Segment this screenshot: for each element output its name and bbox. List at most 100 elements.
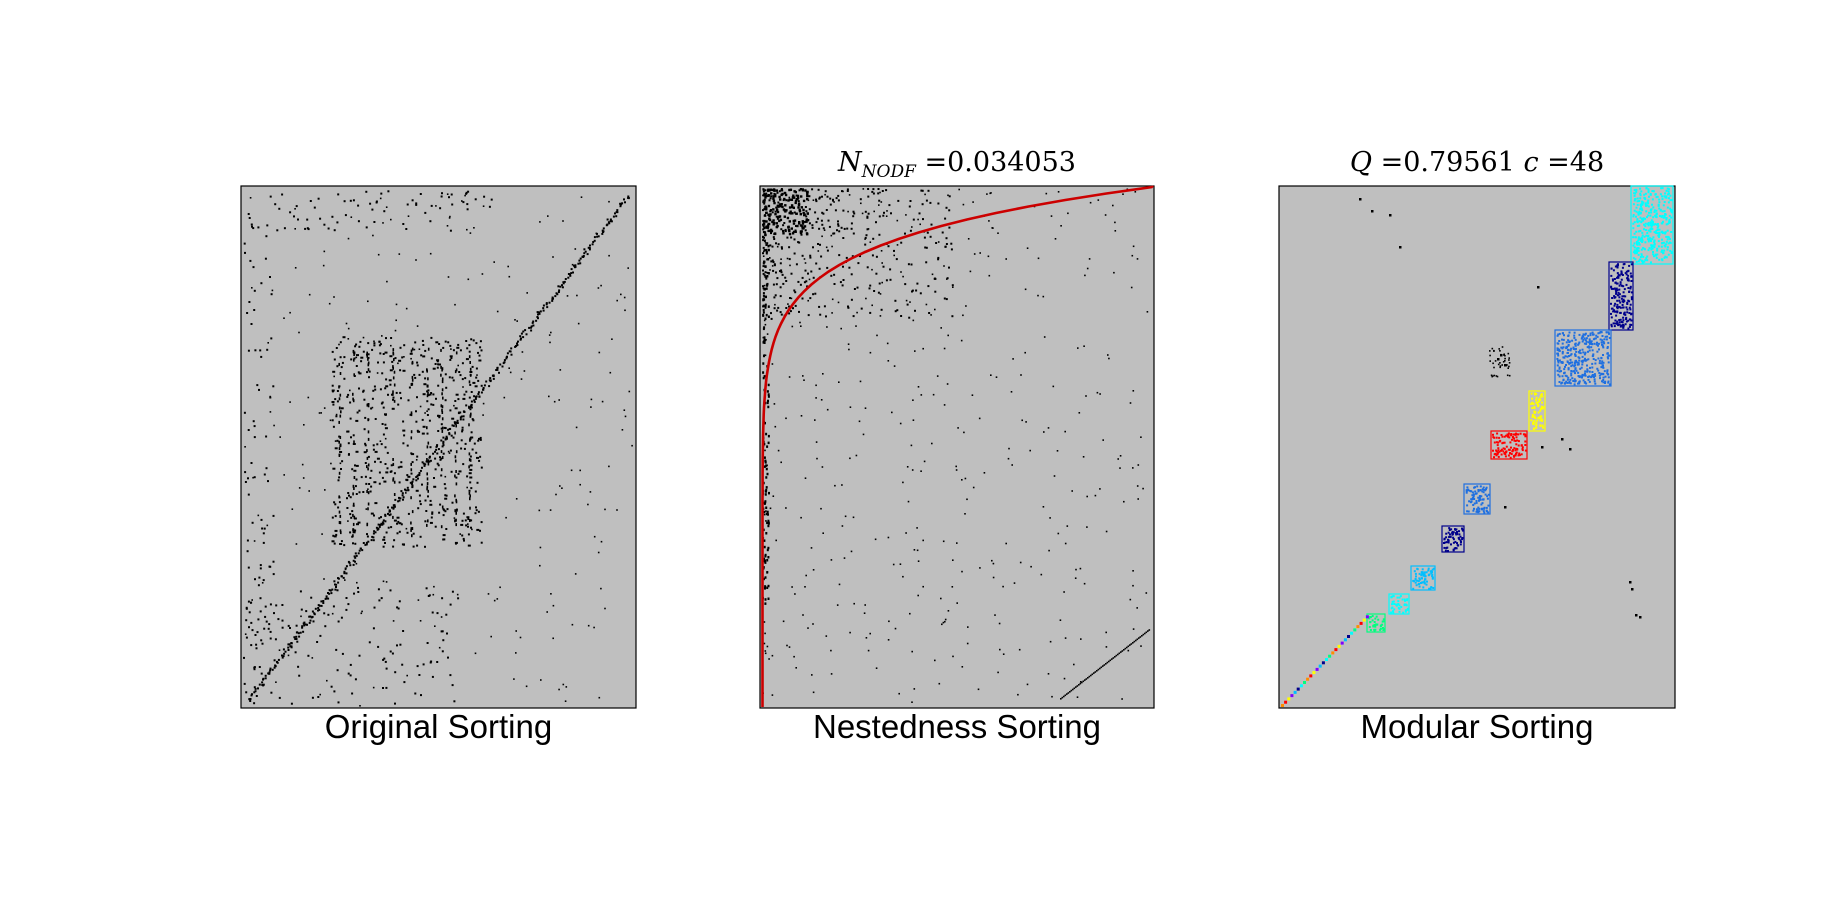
matrix-cell bbox=[330, 592, 333, 595]
matrix-cell bbox=[478, 359, 482, 362]
matrix-cell bbox=[850, 273, 853, 276]
matrix-cell bbox=[1057, 532, 1060, 535]
matrix-cell bbox=[440, 427, 443, 430]
matrix-cell bbox=[376, 457, 380, 460]
matrix-cell bbox=[929, 235, 932, 238]
matrix-cell bbox=[426, 523, 428, 527]
matrix-cell bbox=[1064, 637, 1067, 639]
module-cell bbox=[1566, 355, 1569, 358]
matrix-cell bbox=[762, 255, 765, 257]
matrix-cell bbox=[904, 232, 906, 235]
matrix-cell bbox=[765, 287, 768, 290]
module-cell bbox=[1607, 331, 1610, 334]
matrix-cell bbox=[284, 650, 287, 653]
matrix-cell bbox=[466, 228, 468, 231]
matrix-cell bbox=[520, 378, 523, 380]
matrix-cell bbox=[448, 196, 450, 199]
matrix-cell bbox=[765, 248, 768, 252]
matrix-cell bbox=[262, 579, 265, 582]
matrix-cell bbox=[273, 612, 275, 615]
matrix-cell bbox=[911, 469, 914, 471]
matrix-cell bbox=[388, 379, 392, 382]
matrix-cell bbox=[436, 366, 439, 369]
matrix-cell bbox=[449, 344, 452, 347]
matrix-cell bbox=[780, 258, 782, 260]
matrix-cell bbox=[489, 377, 492, 380]
matrix-cell bbox=[455, 476, 458, 479]
matrix-cell bbox=[1126, 646, 1128, 649]
matrix-cell bbox=[372, 532, 375, 535]
matrix-cell bbox=[570, 272, 573, 275]
matrix-cell bbox=[367, 502, 370, 506]
module-cell bbox=[1633, 232, 1636, 235]
matrix-cell bbox=[768, 199, 771, 202]
module-cell bbox=[1653, 231, 1656, 234]
module-cell bbox=[1587, 341, 1590, 344]
matrix-cell bbox=[1112, 204, 1114, 207]
module-cell bbox=[1639, 216, 1642, 219]
matrix-cell bbox=[432, 452, 435, 455]
module-cell bbox=[1636, 218, 1639, 221]
module-cell bbox=[1598, 374, 1601, 377]
matrix-cell bbox=[364, 475, 367, 478]
matrix-cell bbox=[765, 432, 768, 436]
module-cell bbox=[1340, 641, 1344, 645]
matrix-cell bbox=[371, 208, 374, 211]
module-cell bbox=[1670, 211, 1673, 214]
module-cell bbox=[1475, 500, 1478, 502]
matrix-cell bbox=[337, 701, 340, 704]
matrix-cell bbox=[1105, 530, 1108, 533]
module-cell bbox=[1582, 333, 1585, 336]
module-cell bbox=[1511, 436, 1514, 438]
matrix-cell bbox=[383, 536, 386, 539]
matrix-cell bbox=[807, 199, 810, 202]
matrix-cell bbox=[384, 514, 387, 517]
matrix-cell bbox=[947, 334, 949, 337]
module-cell bbox=[1641, 261, 1644, 264]
matrix-cell bbox=[906, 303, 909, 306]
module-cell bbox=[1424, 575, 1427, 578]
matrix-cell bbox=[412, 532, 415, 535]
matrix-cell bbox=[1059, 619, 1062, 621]
module-cell bbox=[1622, 263, 1625, 266]
matrix-cell bbox=[945, 206, 948, 209]
module-cell bbox=[1425, 571, 1428, 574]
module-cell bbox=[1653, 246, 1656, 249]
matrix-cell bbox=[590, 406, 592, 408]
matrix-cell bbox=[778, 190, 781, 193]
modular-matrix-plot bbox=[1278, 185, 1676, 709]
module-cell bbox=[1629, 323, 1632, 326]
module-cell bbox=[1639, 187, 1642, 190]
module-cell bbox=[1630, 291, 1633, 294]
matrix-cell bbox=[866, 215, 869, 218]
matrix-cell bbox=[775, 539, 777, 542]
matrix-cell bbox=[319, 634, 322, 637]
matrix-cell bbox=[764, 461, 767, 464]
matrix-cell bbox=[872, 237, 875, 240]
module-cell bbox=[1613, 295, 1616, 298]
module-cell bbox=[1642, 247, 1645, 249]
matrix-cell bbox=[422, 393, 426, 396]
module-cell bbox=[1633, 221, 1636, 224]
matrix-cell bbox=[476, 528, 480, 531]
module-cell bbox=[1615, 322, 1617, 325]
matrix-cell bbox=[806, 233, 809, 236]
matrix-cell bbox=[419, 535, 422, 538]
matrix-cell bbox=[505, 357, 508, 360]
matrix-cell bbox=[848, 348, 850, 351]
matrix-cell bbox=[473, 395, 476, 398]
matrix-cell bbox=[426, 458, 428, 461]
module-cell bbox=[1597, 369, 1600, 372]
matrix-cell bbox=[797, 206, 800, 209]
matrix-cell bbox=[1071, 490, 1073, 492]
matrix-cell bbox=[441, 192, 443, 195]
module-block-yellow bbox=[1528, 390, 1546, 432]
module-cell bbox=[1395, 604, 1398, 606]
matrix-cell bbox=[452, 424, 455, 427]
matrix-cell bbox=[251, 693, 253, 696]
matrix-cell bbox=[323, 612, 326, 615]
matrix-cell bbox=[802, 375, 804, 377]
matrix-cell bbox=[925, 199, 928, 202]
matrix-cell bbox=[322, 600, 325, 602]
matrix-cell bbox=[480, 384, 483, 387]
